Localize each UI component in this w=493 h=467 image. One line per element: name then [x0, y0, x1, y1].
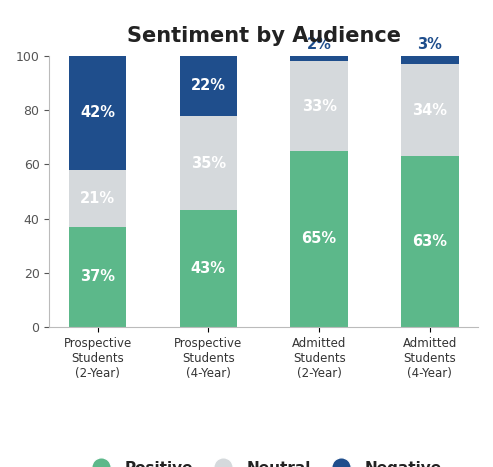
Bar	[179, 211, 237, 327]
Text: 43%: 43%	[191, 261, 226, 276]
Bar	[69, 226, 126, 327]
Bar	[290, 151, 348, 327]
Bar	[401, 156, 458, 327]
Title: Sentiment by Audience: Sentiment by Audience	[127, 26, 401, 46]
Text: 34%: 34%	[413, 103, 448, 118]
Bar	[290, 62, 348, 151]
Bar	[69, 170, 126, 226]
Bar	[179, 116, 237, 211]
Bar	[69, 56, 126, 170]
Text: 22%: 22%	[191, 78, 226, 93]
Text: 65%: 65%	[302, 231, 337, 247]
Text: 2%: 2%	[307, 37, 332, 52]
Text: 37%: 37%	[80, 269, 115, 284]
Legend: Positive, Neutral, Negative: Positive, Neutral, Negative	[80, 454, 448, 467]
Text: 63%: 63%	[413, 234, 448, 249]
Text: 21%: 21%	[80, 191, 115, 206]
Bar	[179, 56, 237, 116]
Bar	[401, 56, 458, 64]
Bar	[401, 64, 458, 156]
Text: 42%: 42%	[80, 106, 115, 120]
Text: 35%: 35%	[191, 156, 226, 170]
Text: 3%: 3%	[418, 37, 442, 52]
Text: 33%: 33%	[302, 99, 337, 113]
Bar	[290, 56, 348, 62]
